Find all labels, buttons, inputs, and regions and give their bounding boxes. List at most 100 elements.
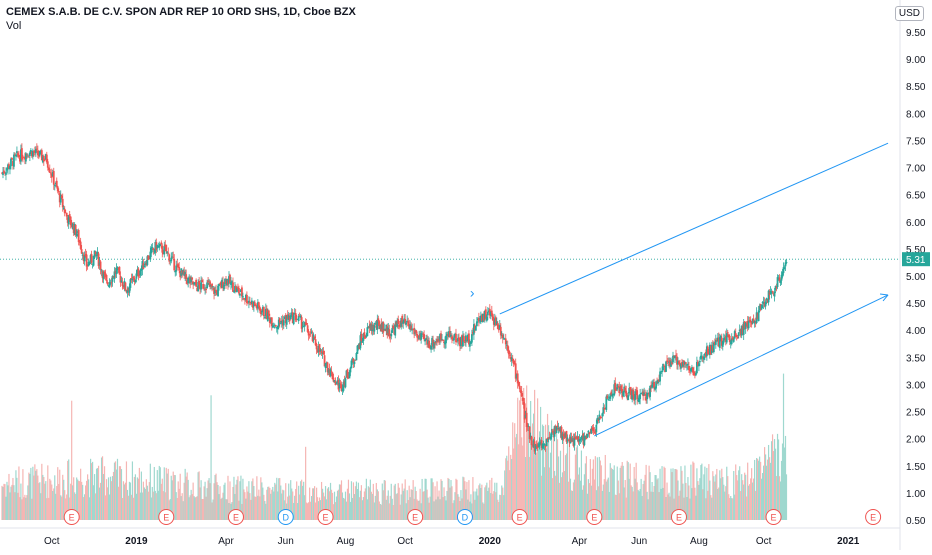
candle-body <box>483 310 486 319</box>
earnings-marker <box>158 509 175 525</box>
candle-body <box>430 345 432 350</box>
earnings-marker-label: E <box>771 513 777 523</box>
volume-bar <box>436 481 438 520</box>
volume-bar <box>15 470 17 520</box>
volume-bar <box>622 465 624 520</box>
trendlines[interactable] <box>499 142 889 437</box>
candle-body <box>413 327 416 335</box>
volume-bar <box>449 487 451 520</box>
volume-bar <box>779 481 782 520</box>
volume-bar <box>221 497 223 520</box>
volume-bar <box>315 487 318 520</box>
volume-bar <box>540 475 543 520</box>
time-axis[interactable]: Oct 2019 Apr Jun Aug Oct 2020 Apr Jun Aug Oct 2021 <box>0 527 900 547</box>
volume-bar <box>638 491 640 520</box>
candle-body <box>344 378 347 388</box>
candle-body <box>213 287 215 294</box>
candle-body <box>341 388 344 391</box>
volume-bar <box>556 439 559 520</box>
volume-bar <box>387 490 389 520</box>
volume-bar <box>216 482 218 520</box>
candle-body <box>718 337 721 348</box>
trendline <box>499 142 889 315</box>
candle-body <box>383 328 386 331</box>
volume-bar <box>324 486 327 520</box>
candle-body <box>325 362 328 365</box>
price-tick-label: 1.50 <box>906 462 926 473</box>
volume-bar <box>419 488 421 520</box>
candle-body <box>623 386 626 393</box>
candle-body <box>452 338 454 341</box>
candle-body <box>757 310 760 322</box>
volume-bar <box>239 481 241 520</box>
candle-body <box>435 340 437 343</box>
volume-bar <box>441 480 443 520</box>
candle-body <box>410 325 413 330</box>
volume-bar <box>632 491 634 520</box>
candle-body <box>235 286 237 292</box>
candle-body <box>612 393 615 395</box>
currency-badge[interactable]: USD <box>894 6 924 21</box>
candle-body <box>474 326 477 331</box>
candle-body <box>250 300 253 305</box>
volume-bar <box>781 443 784 520</box>
candle-body <box>166 251 169 254</box>
volume-bar <box>550 420 553 520</box>
volume-bar <box>179 473 181 520</box>
candles <box>1 143 788 455</box>
volume-bar <box>260 477 262 520</box>
candle-body <box>278 318 281 323</box>
candle-body <box>232 282 234 292</box>
candle-body <box>469 343 471 347</box>
volume-bar <box>429 496 431 520</box>
volume-bar <box>111 476 114 520</box>
volume-bar <box>259 496 261 520</box>
candle-body <box>315 344 318 350</box>
candle-body <box>563 434 566 439</box>
volume-bar <box>245 498 247 520</box>
volume-bar <box>373 502 375 520</box>
volume-bar <box>756 457 758 520</box>
volume-bar <box>603 479 605 520</box>
volume-bar <box>547 425 550 520</box>
volume-bar <box>154 490 156 520</box>
volume-bar <box>128 481 131 520</box>
candle-body <box>169 260 172 261</box>
candle-body <box>105 275 108 281</box>
candle-body <box>575 437 578 439</box>
volume-bar <box>377 491 379 520</box>
candle-body <box>464 341 466 343</box>
candle-body <box>541 443 544 448</box>
volume-bar <box>175 492 177 520</box>
candle-body <box>453 337 455 341</box>
trendline <box>594 294 889 437</box>
candle-body <box>62 207 65 210</box>
volume-bar <box>514 423 516 520</box>
volume-bar <box>456 479 458 520</box>
volume-bar <box>25 497 27 520</box>
volume-bar <box>750 478 752 520</box>
price-tick-label: 6.50 <box>906 191 926 202</box>
candle-body <box>131 278 134 281</box>
volume-bar <box>62 474 64 520</box>
volume-bar <box>23 497 25 520</box>
volume-bar <box>389 495 391 520</box>
volume-bar <box>234 493 236 520</box>
volume-bar <box>647 499 649 520</box>
candle-body <box>527 426 530 427</box>
volume-bar <box>487 490 489 520</box>
volume-bar <box>612 469 614 520</box>
candle-body <box>648 392 651 397</box>
volume-bar <box>504 470 506 520</box>
candle-body <box>503 338 506 340</box>
volume-bar <box>561 472 564 520</box>
volume-bar <box>403 488 405 520</box>
candle-body <box>544 445 547 448</box>
volume-bar <box>213 483 215 520</box>
price-axis[interactable]: 0.501.001.502.002.503.003.504.004.505.00… <box>899 0 930 550</box>
volume-bar <box>593 479 595 520</box>
candle-body <box>334 381 337 386</box>
